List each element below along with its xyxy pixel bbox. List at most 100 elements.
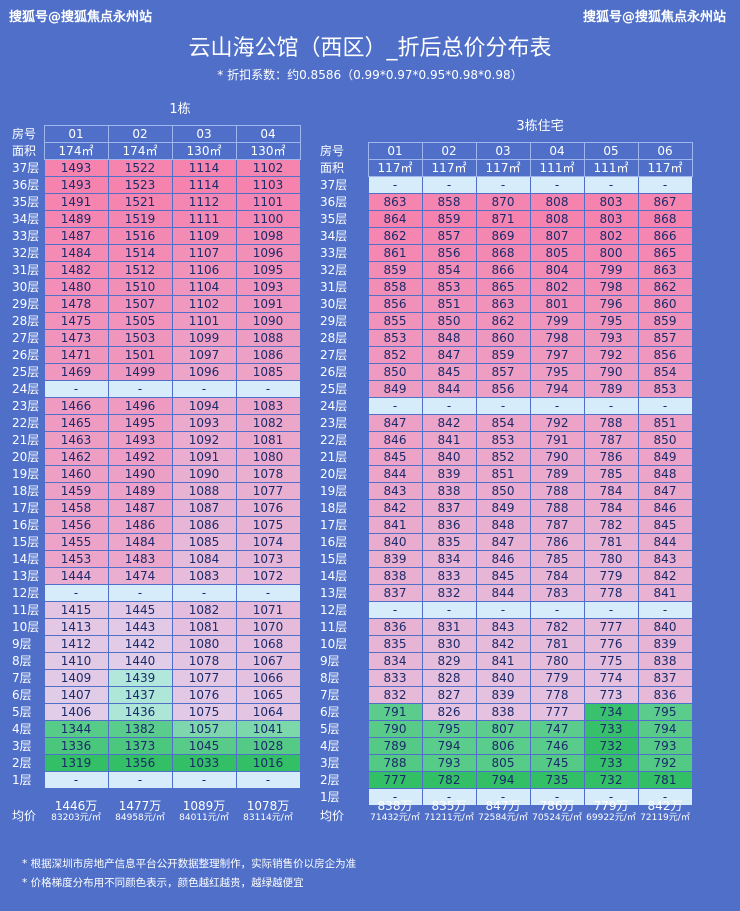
price-cell: 1077 [235,482,301,500]
price-cell: 1075 [235,516,301,534]
price-cell: - [475,397,531,415]
price-cell: 1489 [107,482,173,500]
price-cell: - [421,788,477,806]
average-price-column: 786万 70524元/㎡ [530,800,584,824]
price-cell: 1436 [107,703,173,721]
price-cell: 854 [637,363,693,381]
room-number: 02 [421,142,477,160]
price-cell: 1492 [107,448,173,466]
price-cell: 795 [637,703,693,721]
unit-price: 72119元/㎡ [640,813,690,823]
price-cell: 1091 [235,295,301,313]
floor-label: 1层 [320,790,340,804]
price-cell: 833 [421,567,477,585]
price-cell: - [107,584,173,602]
price-cell: 1073 [235,550,301,568]
room-number: 04 [235,125,301,143]
price-cell: 862 [637,278,693,296]
price-cell: 1474 [107,567,173,585]
price-cell: 854 [475,414,531,432]
price-cell: 1114 [171,176,237,194]
floor-label: 32层 [12,246,40,260]
floor-row: 1层 - - - - - - [318,788,693,806]
price-cell: 1083 [171,567,237,585]
floor-row: 13层 1444 1474 1083 1072 [10,567,301,585]
price-cell: - [43,771,109,789]
price-cell: 1456 [43,516,109,534]
floor-row: 2层 1319 1356 1033 1016 [10,754,301,772]
floor-label: 15层 [12,535,40,549]
price-cell: 778 [529,686,585,704]
price-cell: 781 [637,771,693,789]
price-cell: 1078 [235,465,301,483]
price-cell: 836 [421,516,477,534]
floor-row: 22层 846 841 853 791 787 850 [318,431,693,449]
price-cell: 1077 [171,669,237,687]
total-price: 842万 [647,799,683,813]
price-cell: 777 [529,703,585,721]
floor-label: 12层 [12,586,40,600]
price-cell: 1101 [171,312,237,330]
unit-price: 84011元/㎡ [179,813,229,823]
price-cell: 791 [367,703,423,721]
unit-area: 130㎡ [235,142,301,160]
price-cell: 1104 [171,278,237,296]
price-cell: 801 [529,295,585,313]
price-cell: 1028 [235,737,301,755]
floor-row: 24层 - - - - - - [318,397,693,415]
total-price: 1446万 [54,799,98,813]
price-cell: - [529,397,585,415]
price-cell: 747 [529,720,585,738]
price-cell: 1084 [171,550,237,568]
price-cell: 789 [529,465,585,483]
price-cell: 833 [367,669,423,687]
price-cell: 1111 [171,210,237,228]
floor-label: 8层 [12,654,32,668]
price-cell: 798 [583,278,639,296]
floor-row: 13层 837 832 844 783 778 841 [318,584,693,602]
price-cell: 790 [529,448,585,466]
price-cell: 857 [421,227,477,245]
price-cell: 1072 [235,567,301,585]
price-cell: 853 [367,329,423,347]
floor-row: 34层 862 857 869 807 802 866 [318,227,693,245]
floor-label: 17层 [12,501,40,515]
price-cell: 808 [529,193,585,211]
price-cell: 1496 [107,397,173,415]
price-cell: - [583,601,639,619]
floor-row: 7层 1409 1439 1077 1066 [10,669,301,687]
price-cell: 795 [421,720,477,738]
floor-label: 26层 [12,348,40,362]
price-cell: 785 [583,465,639,483]
price-cell: 733 [583,720,639,738]
price-cell: 1480 [43,278,109,296]
floor-row: 11层 1415 1445 1082 1071 [10,601,301,619]
price-cell: 852 [475,448,531,466]
price-cell: 1440 [107,652,173,670]
price-cell: 836 [637,686,693,704]
unit-area: 117㎡ [367,159,423,177]
price-cell: 1507 [107,295,173,313]
total-price: 1089万 [182,799,226,813]
price-cell: 1066 [235,669,301,687]
price-cell: 795 [529,363,585,381]
price-cell: 774 [583,669,639,687]
floor-label: 31层 [12,263,40,277]
price-cell: 779 [529,669,585,687]
average-price-label: 均价 [320,809,345,823]
price-cell: 1045 [171,737,237,755]
floor-row: 22层 1465 1495 1093 1082 [10,414,301,432]
price-cell: - [235,380,301,398]
price-cell: 1512 [107,261,173,279]
price-cell: 1041 [235,720,301,738]
price-cell: 1437 [107,686,173,704]
price-cell: 841 [421,431,477,449]
price-cell: 866 [475,261,531,279]
price-cell: 790 [583,363,639,381]
floor-label: 30层 [320,297,348,311]
price-cell: 832 [367,686,423,704]
floor-row: 29层 855 850 862 799 795 859 [318,312,693,330]
price-cell: 795 [583,312,639,330]
floor-label: 23层 [12,399,40,413]
price-cell: 838 [421,482,477,500]
